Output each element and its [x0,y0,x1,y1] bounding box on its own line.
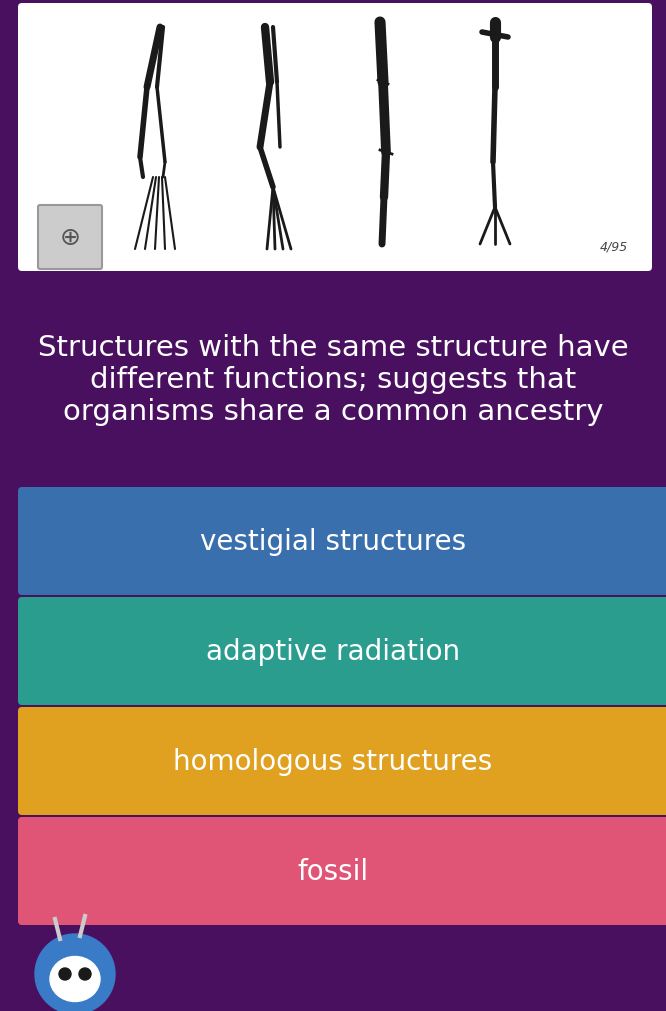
Text: fossil: fossil [298,857,368,885]
Text: ⊕: ⊕ [59,225,81,250]
FancyBboxPatch shape [18,598,666,706]
FancyBboxPatch shape [18,487,666,595]
Text: homologous structures: homologous structures [173,747,493,775]
Text: 4/95: 4/95 [600,240,628,253]
Text: vestigial structures: vestigial structures [200,528,466,555]
Text: adaptive radiation: adaptive radiation [206,637,460,665]
Text: Structures with the same structure have
different functions; suggests that
organ: Structures with the same structure have … [38,334,628,426]
Circle shape [35,934,115,1011]
FancyBboxPatch shape [38,206,102,270]
FancyBboxPatch shape [18,817,666,925]
FancyBboxPatch shape [18,708,666,815]
FancyBboxPatch shape [18,4,652,272]
Ellipse shape [50,956,100,1002]
Circle shape [79,969,91,980]
Circle shape [59,969,71,980]
